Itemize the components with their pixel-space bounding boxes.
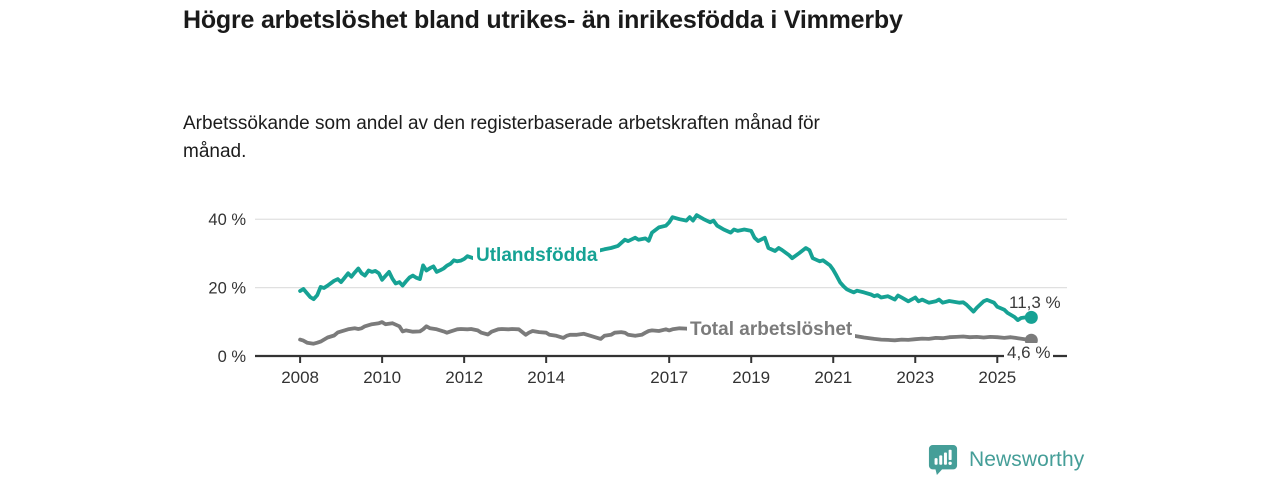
series-label-total-arbetsloshet: Total arbetslöshet (687, 318, 856, 342)
chart-title: Högre arbetslöshet bland utrikes- än inr… (183, 6, 903, 34)
y-tick-label: 0 % (218, 348, 247, 366)
x-tick-label: 2012 (445, 368, 483, 387)
x-tick-label: 2019 (732, 368, 770, 387)
x-tick-label: 2017 (650, 368, 688, 387)
newsworthy-wordmark: Newsworthy (969, 448, 1085, 471)
x-tick-label: 2025 (978, 368, 1016, 387)
series-line (298, 213, 1034, 322)
x-tick-label: 2010 (363, 368, 401, 387)
y-tick-label: 20 % (208, 280, 246, 298)
line-chart-plot: 0 % 20 % 40 % 2008 2010 2012 2014 2017 2019 2021 2… (208, 211, 1067, 387)
end-value-label-total: 4,6 % (1004, 343, 1054, 363)
y-tick-label: 40 % (208, 211, 246, 229)
newsworthy-logo-icon (928, 444, 958, 476)
newsworthy-logo: Newsworthy (928, 444, 1084, 476)
x-tick-label: 2023 (896, 368, 934, 387)
series-line (298, 320, 1034, 346)
series-label-utlandsfodda: Utlandsfödda (473, 244, 601, 268)
series-end-dot (1024, 310, 1038, 324)
x-tick-label: 2014 (527, 368, 565, 387)
x-tick-label: 2021 (814, 368, 852, 387)
x-tick-label: 2008 (281, 368, 319, 387)
chart-subtitle: Arbetssökande som andel av den registerb… (183, 113, 820, 162)
end-value-label-utlandsfodda: 11,3 % (1009, 293, 1061, 312)
